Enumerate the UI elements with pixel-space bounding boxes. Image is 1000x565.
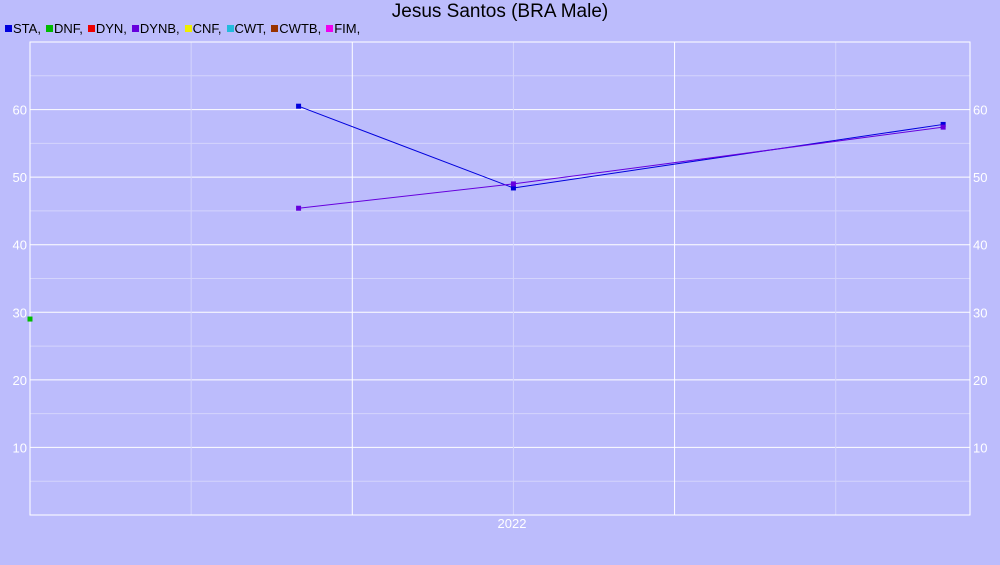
- legend-label: CNF,: [192, 21, 222, 36]
- data-point-sta: [940, 121, 946, 127]
- legend-item-fim: FIM,: [326, 21, 360, 36]
- series-line-sta: [298, 105, 944, 189]
- legend-item-sta: STA,: [5, 21, 41, 36]
- legend-label: DYNB,: [139, 21, 180, 36]
- y-tick-label-right: 50: [973, 170, 987, 185]
- y-tick-label-left: 10: [13, 440, 27, 455]
- legend-item-cwtb: CWTB,: [271, 21, 321, 36]
- y-tick-label-left: 60: [13, 103, 27, 118]
- chart-title: Jesus Santos (BRA Male): [391, 1, 609, 22]
- legend-label: STA,: [13, 21, 41, 36]
- y-tick-label-right: 10: [973, 440, 987, 455]
- y-tick-label-left: 40: [13, 238, 27, 253]
- legend-swatch: [131, 25, 139, 32]
- legend-label: CWTB,: [279, 21, 322, 36]
- y-tick-label-right: 20: [973, 373, 987, 388]
- legend-swatch: [45, 25, 53, 32]
- data-point-dnf: [27, 316, 33, 322]
- plot-frame: [29, 41, 971, 516]
- legend-item-cnf: CNF,: [184, 21, 222, 36]
- y-tick-label-right: 60: [973, 103, 987, 118]
- legend: STA, DNF, DYN, DYNB, CNF, CWT, CWTB, FIM,: [5, 21, 365, 36]
- data-point-dynb: [510, 181, 516, 187]
- legend-item-dynb: DYNB,: [131, 21, 180, 36]
- series-line-dynb: [298, 126, 944, 209]
- legend-label: DNF,: [53, 21, 83, 36]
- legend-swatch: [184, 25, 192, 32]
- legend-swatch: [226, 25, 234, 32]
- legend-item-cwt: CWT,: [226, 21, 267, 36]
- data-point-sta: [510, 185, 516, 191]
- data-point-dynb: [940, 124, 946, 130]
- legend-swatch: [326, 25, 334, 32]
- data-point-sta: [296, 103, 302, 109]
- y-tick-label-right: 30: [973, 305, 987, 320]
- legend-label: FIM,: [334, 21, 361, 36]
- legend-label: DYN,: [95, 21, 127, 36]
- legend-item-dnf: DNF,: [45, 21, 83, 36]
- y-tick-label-right: 40: [973, 238, 987, 253]
- legend-item-dyn: DYN,: [87, 21, 127, 36]
- legend-label: CWT,: [234, 21, 267, 36]
- legend-swatch: [87, 25, 95, 32]
- legend-swatch: [5, 25, 12, 32]
- data-point-dynb: [296, 205, 302, 211]
- x-tick-label-2022: 2022: [498, 516, 527, 531]
- y-tick-label-left: 20: [13, 373, 27, 388]
- legend-swatch: [271, 25, 279, 32]
- y-tick-label-left: 50: [13, 170, 27, 185]
- y-tick-label-left: 30: [13, 305, 27, 320]
